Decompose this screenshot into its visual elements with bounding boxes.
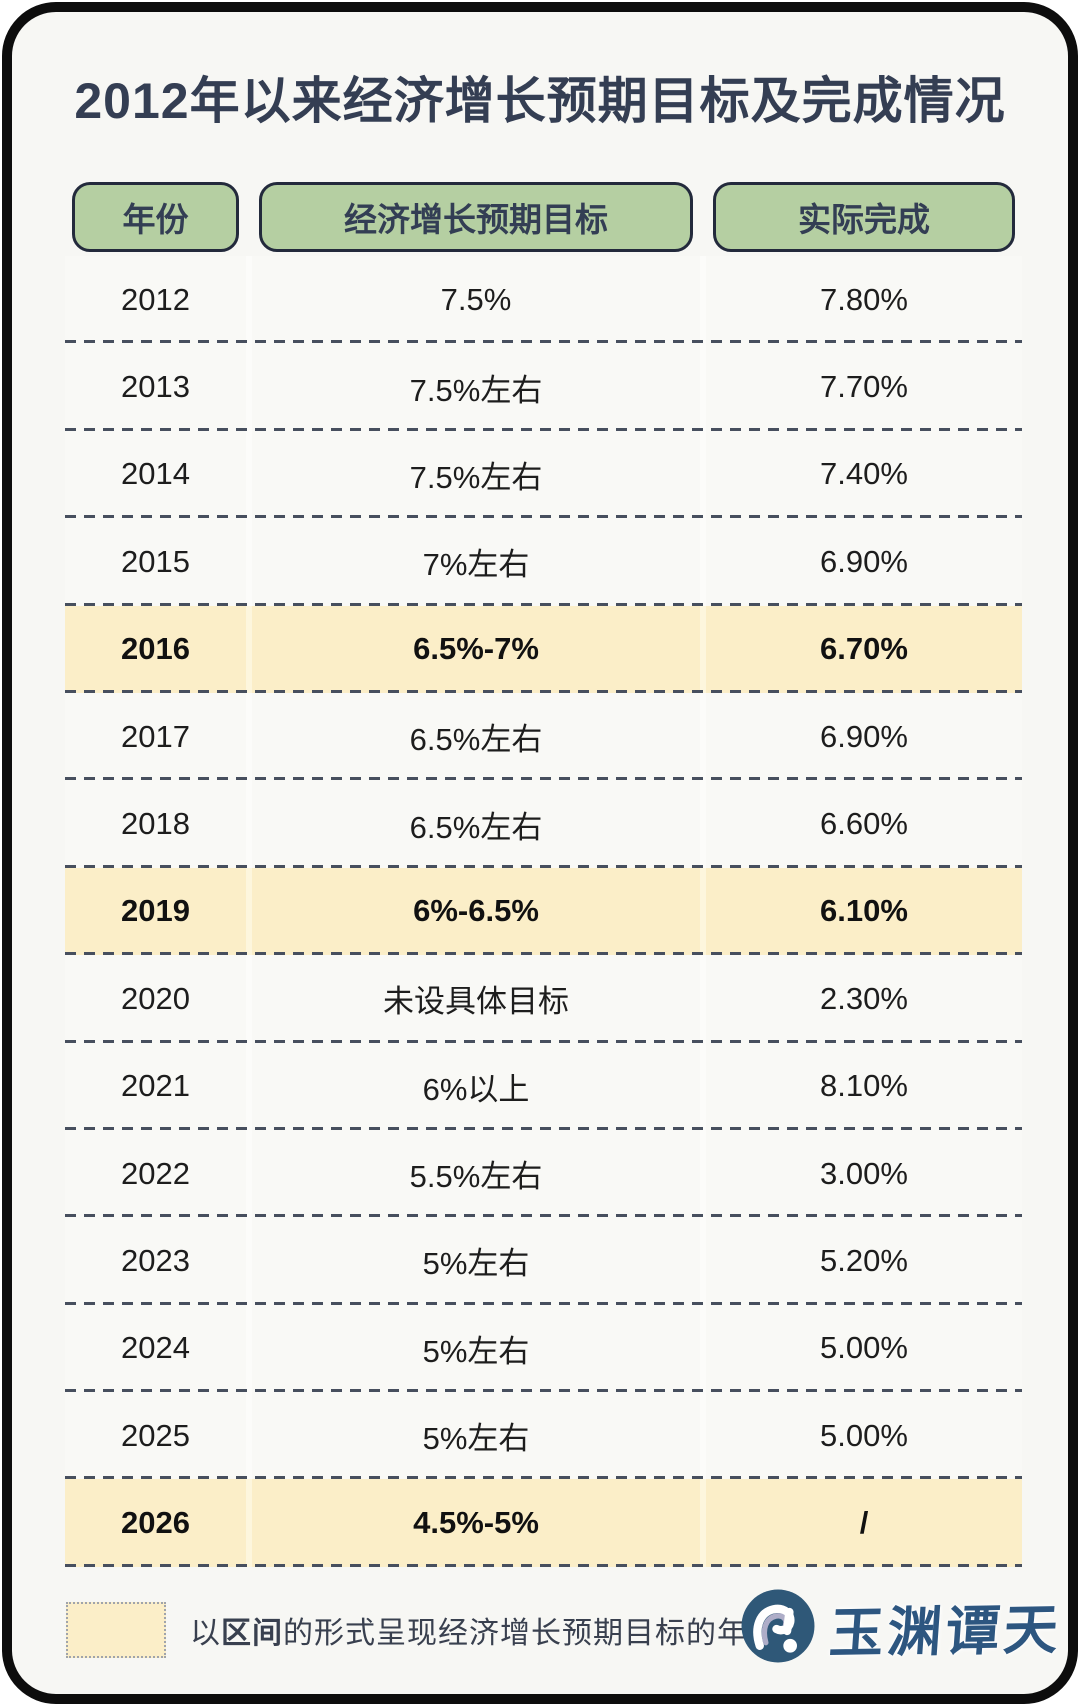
row-year: 2019 <box>65 867 246 956</box>
table-row: 2016 6.5%-7% 6.70% <box>65 605 1022 694</box>
row-actual: 5.20% <box>706 1217 1022 1305</box>
row-actual: 6.90% <box>706 518 1022 606</box>
table-row: 2012 7.5% 7.80% <box>65 256 1022 344</box>
row-target: 7.5% <box>252 256 700 344</box>
table-row: 2026 4.5%-5% / <box>65 1479 1022 1568</box>
row-target: 5%左右 <box>252 1304 700 1393</box>
row-target: 4.5%-5% <box>252 1479 700 1567</box>
row-target: 6.5%左右 <box>252 692 700 781</box>
header-pill-year: 年份 <box>72 182 239 252</box>
row-target: 6%以上 <box>252 1042 700 1130</box>
row-year: 2015 <box>65 518 246 606</box>
row-actual: 6.90% <box>706 692 1022 781</box>
table-row: 2014 7.5%左右 7.40% <box>65 430 1022 519</box>
table-row: 2025 5%左右 5.00% <box>65 1392 1022 1480</box>
row-year: 2024 <box>65 1304 246 1393</box>
table-body: 2012 7.5% 7.80% 2013 7.5%左右 7.70% 2014 7… <box>65 256 1022 1568</box>
legend-swatch <box>66 1602 166 1658</box>
row-target: 5%左右 <box>252 1217 700 1305</box>
table-header: 年份 经济增长预期目标 实际完成 <box>65 182 1022 252</box>
row-target: 7.5%左右 <box>252 430 700 519</box>
logo-wordmark: 玉渊谭天 <box>827 1599 1064 1664</box>
table-row: 2024 5%左右 5.00% <box>65 1304 1022 1393</box>
row-actual: 7.40% <box>706 430 1022 519</box>
logo-swirl-icon <box>741 1589 815 1663</box>
row-actual: 5.00% <box>706 1304 1022 1393</box>
table-row: 2023 5%左右 5.20% <box>65 1217 1022 1306</box>
table-row: 2022 5.5%左右 3.00% <box>65 1129 1022 1218</box>
table-row: 2019 6%-6.5% 6.10% <box>65 867 1022 956</box>
header-pill-actual: 实际完成 <box>713 182 1015 252</box>
legend-text: 以区间 的形式呈现经济增长预期目标的年份 <box>190 1602 779 1658</box>
brand-logo: 玉渊谭天 <box>740 1586 1064 1666</box>
header-pill-target: 经济增长预期目标 <box>259 182 693 252</box>
row-target: 5.5%左右 <box>252 1129 700 1218</box>
row-actual: 8.10% <box>706 1042 1022 1130</box>
row-year: 2018 <box>65 780 246 868</box>
table-row: 2018 6.5%左右 6.60% <box>65 780 1022 869</box>
row-actual: 2.30% <box>706 955 1022 1043</box>
row-actual: 7.80% <box>706 256 1022 344</box>
row-target: 5%左右 <box>252 1392 700 1480</box>
table-row: 2021 6%以上 8.10% <box>65 1042 1022 1131</box>
row-target: 7%左右 <box>252 518 700 606</box>
row-year: 2025 <box>65 1392 246 1480</box>
row-actual: 6.60% <box>706 780 1022 868</box>
row-year: 2017 <box>65 692 246 781</box>
row-year: 2013 <box>65 343 246 431</box>
table-row: 2017 6.5%左右 6.90% <box>65 692 1022 781</box>
row-year: 2021 <box>65 1042 246 1130</box>
row-actual: 5.00% <box>706 1392 1022 1480</box>
legend-emphasis: 区间 <box>221 1617 283 1650</box>
row-year: 2026 <box>65 1479 246 1567</box>
table-row: 2015 7%左右 6.90% <box>65 518 1022 606</box>
row-target: 6.5%-7% <box>252 605 700 693</box>
legend-prefix: 以 <box>190 1617 221 1650</box>
row-year: 2023 <box>65 1217 246 1305</box>
row-actual: 6.70% <box>706 605 1022 693</box>
row-year: 2020 <box>65 955 246 1043</box>
page-title: 2012年以来经济增长预期目标及完成情况 <box>74 73 1006 129</box>
row-year: 2012 <box>65 256 246 344</box>
row-target: 6.5%左右 <box>252 780 700 868</box>
row-actual: 6.10% <box>706 867 1022 956</box>
row-year: 2016 <box>65 605 246 693</box>
row-actual: 7.70% <box>706 343 1022 431</box>
row-year: 2014 <box>65 430 246 519</box>
row-target: 6%-6.5% <box>252 867 700 956</box>
row-actual: 3.00% <box>706 1129 1022 1218</box>
table-row: 2020 未设具体目标 2.30% <box>65 955 1022 1043</box>
row-actual: / <box>706 1479 1022 1567</box>
row-target: 7.5%左右 <box>252 343 700 431</box>
row-year: 2022 <box>65 1129 246 1218</box>
row-target: 未设具体目标 <box>252 955 700 1043</box>
legend-suffix: 的形式呈现经济增长预期目标的年份 <box>283 1617 779 1650</box>
table-row: 2013 7.5%左右 7.70% <box>65 343 1022 432</box>
